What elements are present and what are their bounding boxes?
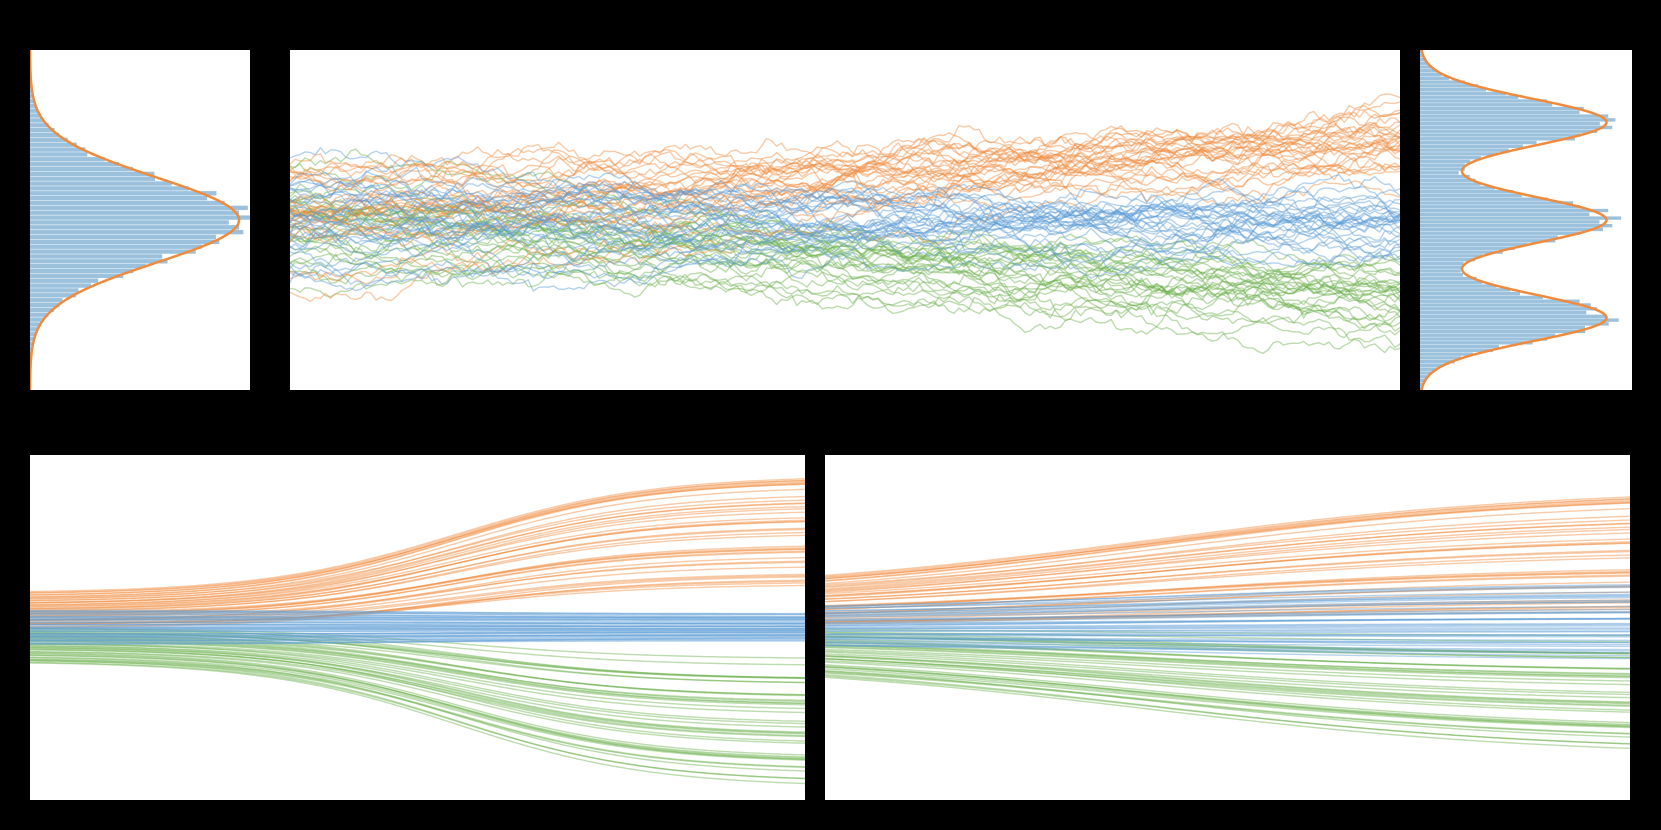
density-right-panel	[1420, 50, 1632, 390]
smooth-flow-bottom-right	[825, 455, 1630, 800]
density-left-panel	[30, 50, 250, 390]
trajectories-top-panel	[290, 50, 1400, 390]
smooth-flow-bottom-left	[30, 455, 805, 800]
